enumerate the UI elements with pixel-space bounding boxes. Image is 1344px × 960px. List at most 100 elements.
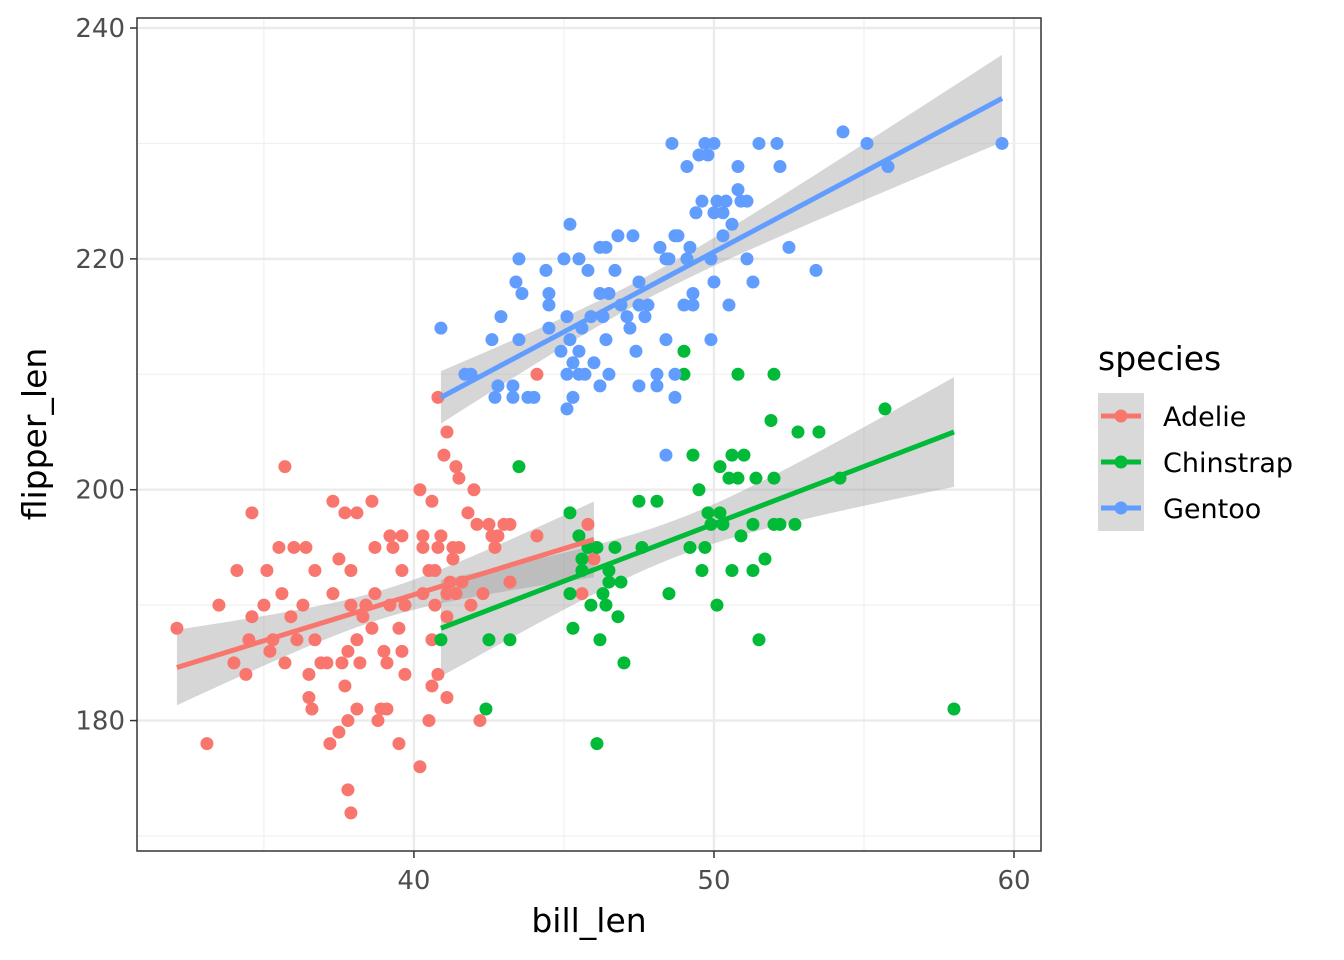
point-adelie: [386, 540, 400, 554]
point-gentoo: [572, 252, 586, 266]
point-adelie: [260, 564, 274, 578]
point-adelie: [341, 714, 355, 728]
point-chinstrap: [746, 564, 760, 578]
point-gentoo: [623, 321, 637, 335]
point-chinstrap: [731, 471, 745, 485]
point-chinstrap: [758, 552, 772, 566]
point-adelie: [380, 656, 394, 670]
point-adelie: [290, 633, 304, 647]
point-adelie: [434, 529, 448, 543]
point-gentoo: [593, 287, 607, 301]
point-adelie: [416, 540, 430, 554]
point-adelie: [377, 644, 391, 658]
point-chinstrap: [749, 471, 763, 485]
point-chinstrap: [677, 344, 691, 358]
point-gentoo: [560, 367, 574, 381]
point-adelie: [230, 564, 244, 578]
point-gentoo: [860, 136, 874, 150]
point-gentoo: [566, 390, 580, 404]
point-adelie: [278, 656, 292, 670]
point-chinstrap: [572, 529, 586, 543]
point-gentoo: [611, 229, 625, 243]
y-tick-label: 180: [75, 707, 125, 737]
point-adelie: [413, 483, 427, 497]
point-adelie: [368, 540, 382, 554]
point-gentoo: [752, 136, 766, 150]
point-adelie: [440, 690, 454, 704]
point-adelie: [425, 494, 439, 508]
point-adelie: [482, 517, 496, 531]
point-adelie: [257, 598, 271, 612]
point-adelie: [446, 552, 460, 566]
point-gentoo: [563, 333, 577, 347]
point-adelie: [308, 633, 322, 647]
point-adelie: [308, 564, 322, 578]
point-gentoo: [593, 379, 607, 393]
x-tick-label: 50: [697, 866, 730, 896]
point-gentoo: [509, 275, 523, 289]
point-gentoo: [632, 298, 646, 312]
point-chinstrap: [731, 367, 745, 381]
point-adelie: [341, 644, 355, 658]
point-gentoo: [560, 402, 574, 416]
x-tick-label: 40: [397, 866, 430, 896]
point-gentoo: [773, 160, 787, 174]
point-chinstrap: [725, 448, 739, 462]
point-adelie: [431, 667, 445, 681]
point-adelie: [368, 587, 382, 601]
point-chinstrap: [947, 702, 961, 716]
legend-title: species: [1098, 339, 1221, 378]
point-gentoo: [512, 333, 526, 347]
x-tick-label: 60: [997, 866, 1030, 896]
point-gentoo: [650, 367, 664, 381]
point-gentoo: [506, 390, 520, 404]
point-chinstrap: [773, 517, 787, 531]
point-gentoo: [488, 390, 502, 404]
y-axis-title: flipper_len: [15, 348, 54, 521]
point-adelie: [422, 714, 436, 728]
point-gentoo: [725, 217, 739, 231]
point-gentoo: [542, 298, 556, 312]
point-chinstrap: [764, 413, 778, 427]
y-tick-label: 220: [75, 245, 125, 275]
point-adelie: [272, 540, 286, 554]
point-chinstrap: [584, 598, 598, 612]
point-chinstrap: [566, 621, 580, 635]
point-gentoo: [782, 240, 796, 254]
point-adelie: [413, 760, 427, 774]
point-chinstrap: [614, 575, 628, 589]
point-adelie: [395, 644, 409, 658]
point-adelie: [371, 714, 385, 728]
point-gentoo: [602, 287, 616, 301]
point-adelie: [425, 633, 439, 647]
legend-key-point: [1114, 409, 1128, 423]
point-adelie: [467, 483, 481, 497]
point-adelie: [491, 529, 505, 543]
point-chinstrap: [698, 540, 712, 554]
point-gentoo: [572, 344, 586, 358]
point-gentoo: [686, 287, 700, 301]
point-gentoo: [659, 448, 673, 462]
x-axis-title: bill_len: [531, 901, 646, 940]
point-gentoo: [746, 275, 760, 289]
point-chinstrap: [710, 598, 724, 612]
point-adelie: [530, 529, 544, 543]
point-adelie: [326, 494, 340, 508]
point-gentoo: [740, 194, 754, 208]
point-gentoo: [671, 229, 685, 243]
point-gentoo: [668, 367, 682, 381]
point-adelie: [335, 656, 349, 670]
point-adelie: [344, 564, 358, 578]
point-gentoo: [716, 229, 730, 243]
point-adelie: [581, 517, 595, 531]
regression-line-chinstrap: [440, 429, 955, 631]
point-adelie: [431, 390, 445, 404]
point-gentoo: [680, 160, 694, 174]
point-gentoo: [704, 333, 718, 347]
point-adelie: [245, 506, 259, 520]
point-adelie: [395, 529, 409, 543]
point-chinstrap: [434, 633, 448, 647]
point-gentoo: [485, 333, 499, 347]
point-gentoo: [563, 217, 577, 231]
point-gentoo: [707, 136, 721, 150]
